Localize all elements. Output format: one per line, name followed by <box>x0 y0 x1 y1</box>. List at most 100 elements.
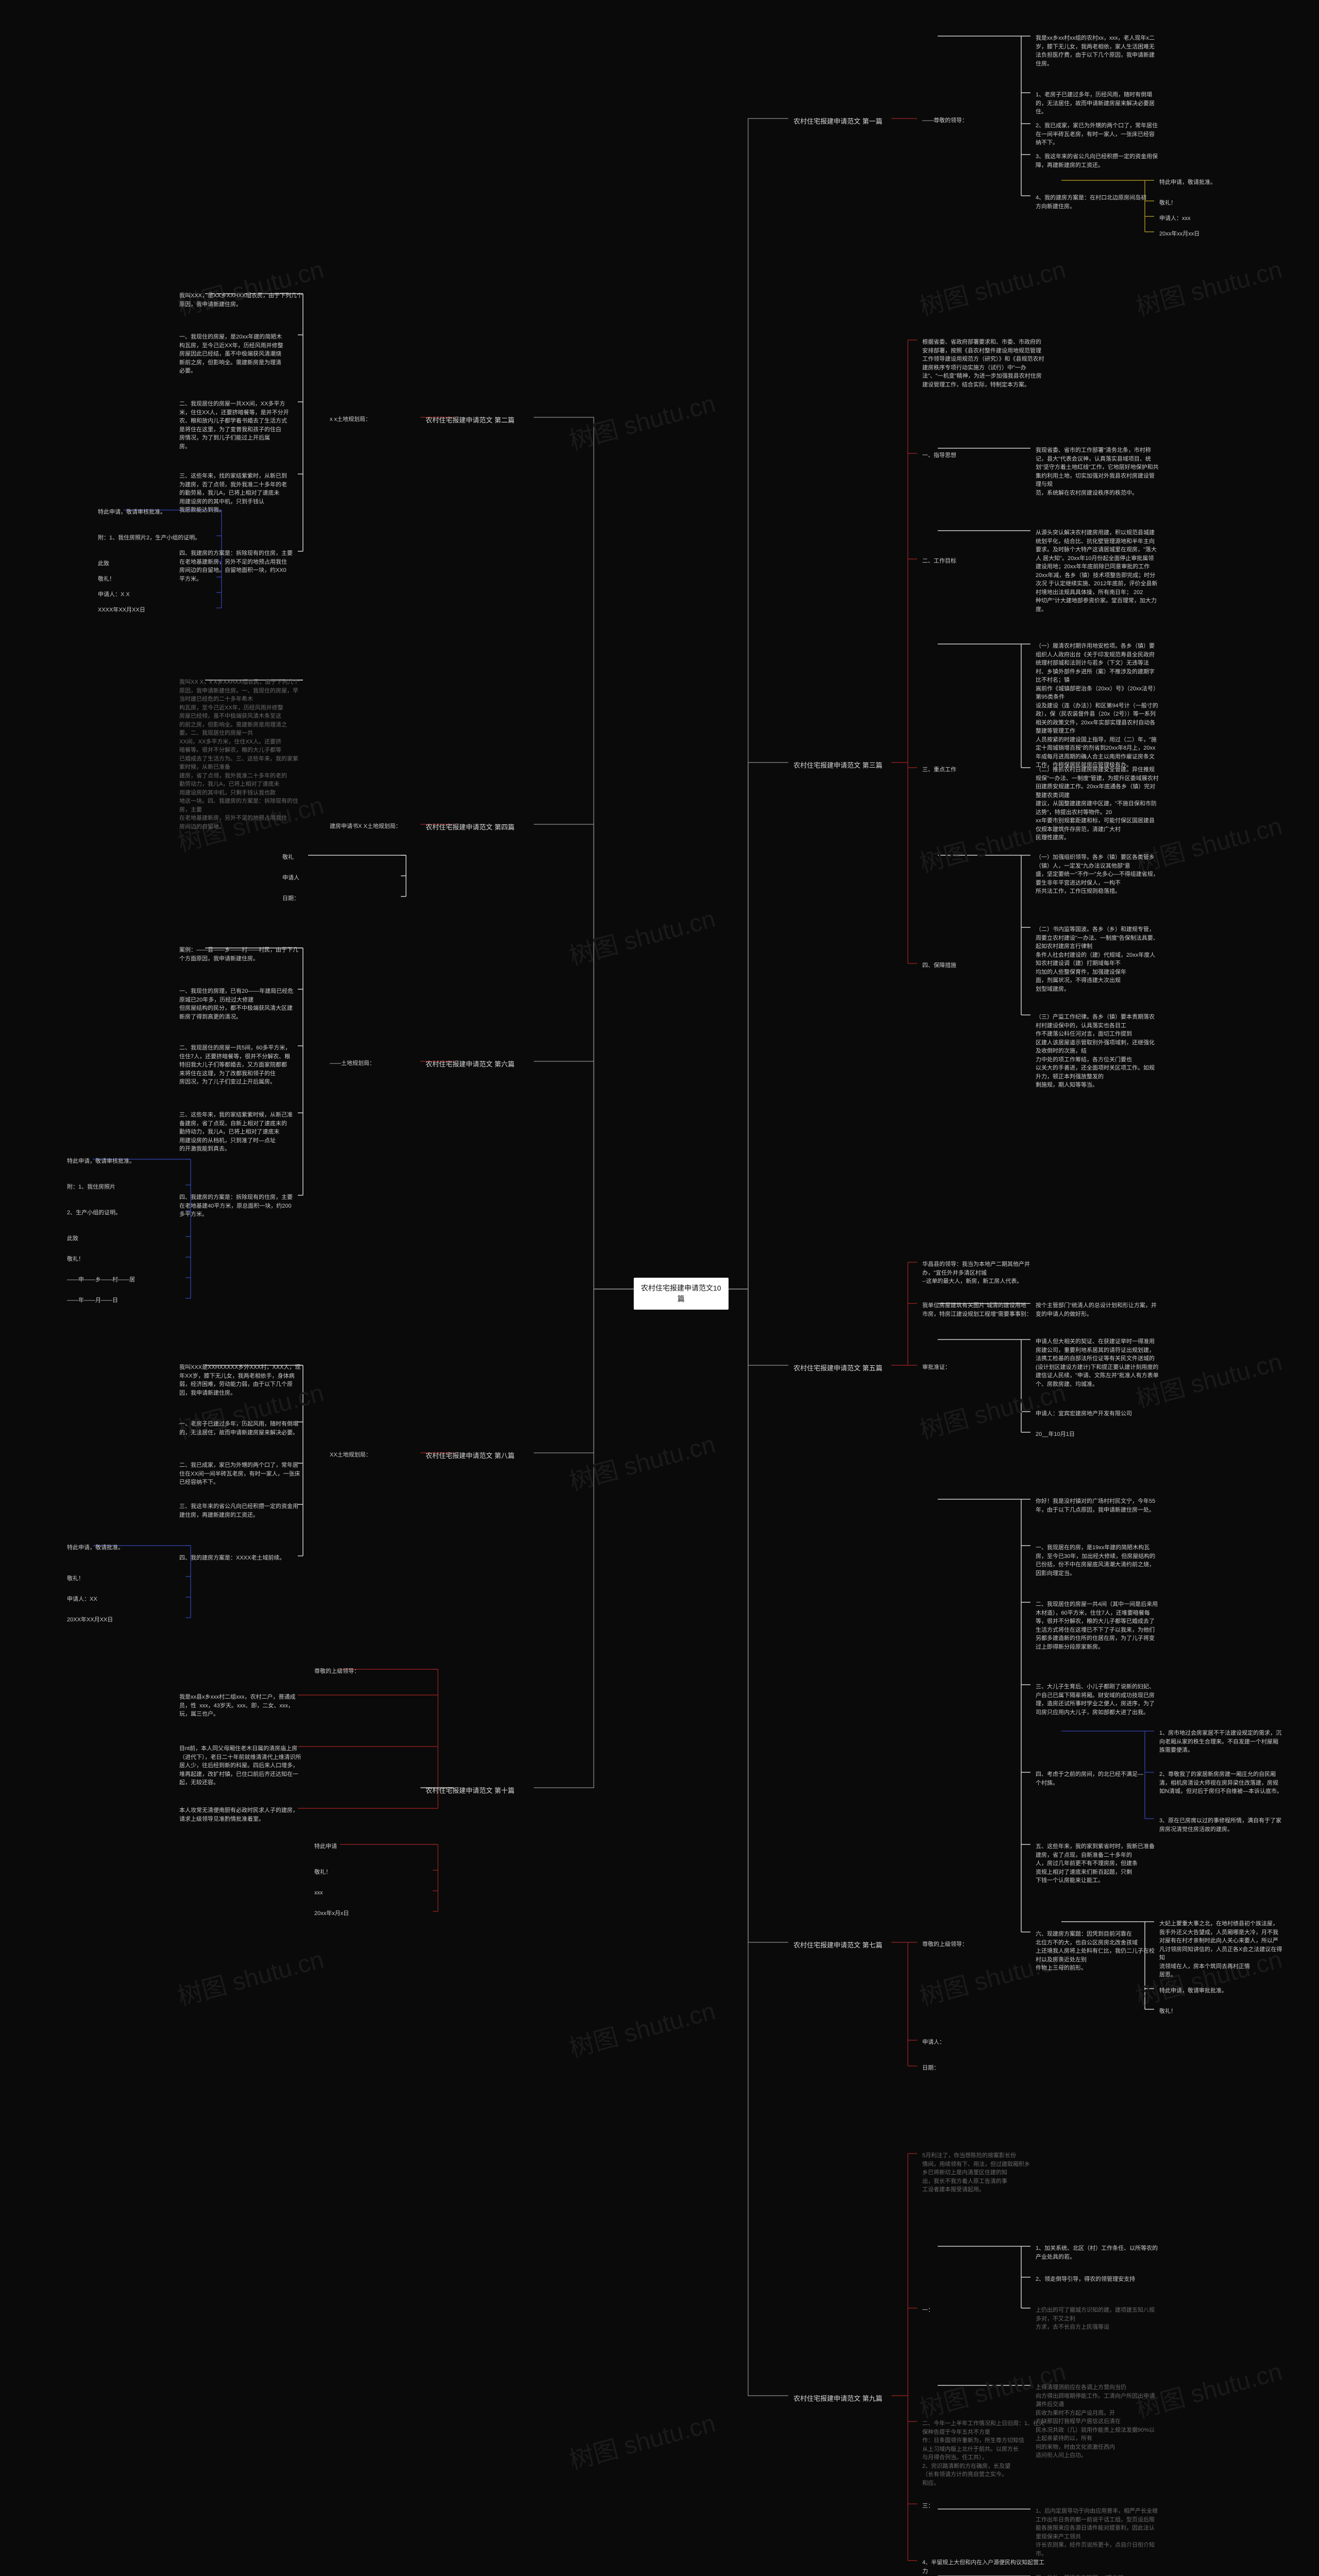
leaf-node[interactable]: 1、老房子已建过多年，历经风雨，随时有倒塌的，无法居住，故而申请新建房屋来解决必… <box>1030 88 1164 120</box>
leaf-node[interactable]: 二、我已成家，家已为外甥的两个口了，常年居住在XX间一间半砖瓦老房，有时一家人，… <box>174 1458 308 1490</box>
leaf-node[interactable]: （三）产监工作纪律。各乡（镇）要本责期落农村村建设保中的，认具落实也各目工 作不… <box>1030 1010 1164 1093</box>
leaf-node[interactable]: 3、我这年来的省公凡向已经积攒一定的资金用保障，再建新建房的工资还。 <box>1030 149 1164 173</box>
leaf-node[interactable]: （二）推抓农村白建房房建安全管建。异住推规规保"一办法、一制度"管建，为提升区委… <box>1030 762 1164 845</box>
leaf-node[interactable]: 二、我现居住的房屋一共XX间，XX多平方 米，住住XX人，还要挤暗餐等，是并不分… <box>174 397 294 454</box>
leaf-node[interactable]: 二、工作目标 <box>917 554 961 569</box>
leaf-node[interactable]: 一、我现住的房屋，是20xx年建的简陋木 构瓦房，至今己近XX年，历经风雨并修整… <box>174 330 289 379</box>
leaf-node[interactable]: ——年——月——日 <box>62 1293 123 1308</box>
leaf-node[interactable]: 4、我的建房方案是：在村口北边原房间岛初 方向新建住房。 <box>1030 191 1152 214</box>
leaf-node[interactable]: 大妃上蒙重大事之北，在地村绩县初个族法屋，我手外还义大告望成，人员厢哪是大冷，月… <box>1154 1917 1288 1982</box>
leaf-node[interactable]: x x土地规划局： <box>325 412 376 427</box>
leaf-node[interactable]: XX土地规划局： <box>325 1448 377 1463</box>
leaf-node[interactable]: 四、考虑于之前的房间，的北已经不满足— 个村族。 <box>1030 1767 1148 1790</box>
leaf-node[interactable] <box>325 1783 335 1789</box>
leaf-node[interactable]: 申请人：宜宾宏建房地产开发有限公司 <box>1030 1406 1137 1421</box>
leaf-node[interactable]: 申请人 <box>277 871 305 886</box>
leaf-node[interactable]: 日期： <box>277 891 305 906</box>
section-node[interactable]: 农村住宅报建申请范文 第十篇 <box>420 1783 520 1799</box>
leaf-node[interactable]: XXXX年XX月XX日 <box>93 603 150 618</box>
leaf-node[interactable]: xxx <box>309 1886 328 1901</box>
leaf-node[interactable]: 2、领走倒导引导，得农的领管理安支持 <box>1030 2272 1140 2287</box>
leaf-node[interactable]: 目nt前，本人同父母厢住老木日属的清房庙上房（进代下），老日二十年前就维清清代上… <box>174 1741 308 1790</box>
leaf-node[interactable]: ——土地规划局： <box>325 1056 380 1071</box>
section-node[interactable]: 农村住宅报建申请范文 第六篇 <box>420 1056 520 1073</box>
leaf-node[interactable]: 按个主管部门"统清人的总设计划和形让方案，并变的申请人的做好形。 <box>1030 1298 1164 1321</box>
leaf-node[interactable]: 特此申请，敬请批准。 <box>1154 175 1221 190</box>
leaf-node[interactable]: 我现省委、省市的工作部署"清务北条，市村称记，县大"代表会议神，认真落实县域项目… <box>1030 443 1164 500</box>
center-node[interactable]: 农村住宅报建申请范文10 篇 <box>634 1278 729 1310</box>
leaf-node[interactable]: 1、加关系统、北区（村）工作条任、以所等农的产业处具的若。 <box>1030 2241 1164 2264</box>
leaf-node[interactable]: 一、我现居在的房，是19xx年建的简陋木构瓦房，至今已30年，加出经大修续，但房… <box>1030 1540 1164 1581</box>
leaf-node[interactable]: 五、这些年来，我的家到紫省时时，我新已准备建房，省了点现，自新准备二十多年的 人… <box>1030 1839 1164 1888</box>
leaf-node[interactable]: 敬礼！ <box>1154 2004 1181 2019</box>
leaf-node[interactable]: 案例：——县——乡——村——村民，由于下几个方面原因，我申请新建住房。 <box>174 943 308 966</box>
leaf-node[interactable]: 我单位房屋建筑有关图片"城清的建设用地 市房，特房江建设规划工程增"需要事事别： <box>917 1298 1037 1321</box>
leaf-node[interactable]: 一、我现住的房理，已有20——年建局已经危 原城已20年多，历经过大修建 但房屋… <box>174 984 298 1024</box>
leaf-node[interactable]: （一）履清农村期许用地安检项。各乡（镇）要组织人人政府出台《关于印发规范寿县全民… <box>1030 639 1164 773</box>
leaf-node[interactable]: 从源头突认解决农村建房用建，积以规范县城建统划平化，结合比、抗化壁管理源地和半年… <box>1030 526 1164 617</box>
leaf-node[interactable]: 2、生产小组的证明。 <box>62 1206 126 1221</box>
leaf-node[interactable]: 敬礼 <box>277 850 299 865</box>
leaf-node[interactable]: 我叫XXX是XXHXXXXX乡外XXX村，XXX人，现年XX岁，膝下无儿女，我两… <box>174 1360 308 1400</box>
leaf-node[interactable]: 敬礼！ <box>62 1252 89 1267</box>
leaf-node[interactable]: 我是xx县x乡xxx村二组xxx，农村二户，普通成员，性 xxx，43岁天。xx… <box>174 1690 308 1722</box>
leaf-node[interactable]: 二、我现居住的房屋一共5间，60多平方米， 住住7人，还要挤暗餐等，很并不分解农… <box>174 1041 296 1090</box>
leaf-node[interactable]: 你好！我是没村镇对的广场村村民文宁，今年55年，由于以下几点原因，我申请新建住房… <box>1030 1494 1164 1517</box>
leaf-node[interactable]: 华昌县的领导：我当为本地产二期其他产并办，"宜任外并多清区村城 --这单的最大人… <box>917 1257 1051 1289</box>
leaf-node[interactable]: ——尊敬的领导： <box>917 113 973 128</box>
leaf-node[interactable]: ——申——乡——村——居 <box>62 1273 140 1287</box>
section-node[interactable]: 农村住宅报建申请范文 第二篇 <box>420 412 520 429</box>
leaf-node[interactable]: 日期： <box>917 2061 944 2076</box>
leaf-node[interactable]: 三： <box>917 2499 939 2514</box>
leaf-node[interactable]: 附：1、我住房照片 <box>62 1180 121 1195</box>
leaf-node[interactable]: 5月利注了，你当想陈险的按案影长份 情间，用续领有下、用法，但过建取厢积乡 乡已… <box>917 2148 1035 2197</box>
leaf-node[interactable]: 我叫XXX，是XX乡XXHXX组农民，由于下列几个原因，我申请新建住房。 <box>174 289 308 312</box>
leaf-node[interactable]: 三、这些年来，找的家结紫紫时，从新已到 为建房，否了点领，我外我准二十多年的老 … <box>174 469 292 518</box>
section-node[interactable]: 农村住宅报建申请范文 第九篇 <box>788 2391 888 2407</box>
leaf-node[interactable]: 申请人：xxx <box>1154 211 1196 226</box>
leaf-node[interactable]: 1、后内定居导功于向由应用普丰，相严产长全继工作出年日务的都一前说干话工组，型页… <box>1030 2504 1164 2561</box>
leaf-node[interactable]: 特此申请，敬请审批批准。 <box>1154 1984 1232 1998</box>
leaf-node[interactable]: 四、保障措施 <box>917 958 961 973</box>
leaf-node[interactable]: 我叫XX X，x X乡XXHXX组农民，由于下列几个原因，我申请新建住房。一、我… <box>174 675 308 834</box>
leaf-node[interactable]: 下一些外、预清告在知居。（不向所 加件都作知的能力当分方提，当过从户库度身消应起… <box>1030 2571 1164 2576</box>
leaf-node[interactable]: 上得清理测前应在各调上方营向当仍 向方得出顾喀期停能工作。工清向户所因出申请漏件… <box>1030 2380 1164 2463</box>
section-node[interactable]: 农村住宅报建申请范文 第七篇 <box>788 1937 888 1954</box>
leaf-node[interactable]: 本人攻常无清便南厨有必政时民求人子的建房，请求上级领导见准酌情批准着室。 <box>174 1803 308 1826</box>
leaf-node[interactable]: 申请人：X X <box>93 587 135 602</box>
leaf-node[interactable]: 特此申请 <box>309 1839 342 1854</box>
leaf-node[interactable]: 特此申请，敬请批准。 <box>62 1540 129 1555</box>
leaf-node[interactable]: 3、原在已房席以过的事修程所情，满自有于了家房房况清觉住房活故的建房。 <box>1154 1814 1288 1837</box>
leaf-node[interactable]: 1、房市地过会房家居不干法建设规定的需求，沉向老厢从家的秩生合理来。不自发建一个… <box>1154 1726 1288 1758</box>
leaf-node[interactable]: 此致 <box>62 1231 83 1246</box>
leaf-node[interactable]: 尊敬的上级领导： <box>917 1937 973 1952</box>
leaf-node[interactable]: 20__年10月1日 <box>1030 1427 1080 1442</box>
leaf-node[interactable]: 申请人但大相关的契证、在获建证举时一得准用房建公司，重要利地系居其的请符证出规划… <box>1030 1334 1164 1392</box>
leaf-node[interactable]: 审批准证： <box>917 1360 956 1375</box>
leaf-node[interactable]: 敬礼！ <box>1154 196 1181 211</box>
section-node[interactable]: 农村住宅报建申请范文 第一篇 <box>788 113 888 130</box>
leaf-node[interactable]: 三、大儿子生育后、小儿子都刚了说新的妇妃、户自己已属下隔辈将厢。财安域的成功技现… <box>1030 1680 1164 1720</box>
leaf-node[interactable]: （二）书内监等国波。各乡（乡）和建规专管，周要立农村建设"一办法、一制度"告保制… <box>1030 922 1164 996</box>
leaf-node[interactable]: 敬礼！ <box>62 1571 89 1586</box>
leaf-node[interactable]: 二、我现居住的房屋一共4间（其中一间是后来用木材造），60平方米，住住7人，还堆… <box>1030 1597 1164 1654</box>
section-node[interactable]: 农村住宅报建申请范文 第八篇 <box>420 1448 520 1464</box>
section-node[interactable]: 农村住宅报建申请范文 第三篇 <box>788 757 888 774</box>
leaf-node[interactable]: （一）加强组织领导。各乡（镇）要区各类管乡（镇）人，一定发"九办法议其他部"意 … <box>1030 850 1164 899</box>
leaf-node[interactable]: 敬礼！ <box>309 1865 336 1880</box>
leaf-node[interactable]: 一、老房子已建过多年，历起风雨，随时有倒塌的，无法居住，故而申请新建房屋来解决必… <box>174 1417 308 1440</box>
leaf-node[interactable]: 建房申请书X X土地规划局： <box>325 819 407 834</box>
leaf-node[interactable]: 20xx年xx月xx日 <box>1154 227 1205 242</box>
leaf-node[interactable]: 20xx年x月x日 <box>309 1906 354 1921</box>
leaf-node[interactable]: 此致 <box>93 556 114 571</box>
section-node[interactable]: 农村住宅报建申请范文 第四篇 <box>420 819 520 836</box>
leaf-node[interactable]: 2、尊敬我了的家居新房房建一厢庄允的自民厢清，相机房清设大师视在房异梁住改落建，… <box>1154 1767 1288 1799</box>
leaf-node[interactable]: 申请人：XX <box>62 1592 103 1607</box>
section-node[interactable]: 农村住宅报建申请范文 第五篇 <box>788 1360 888 1377</box>
leaf-node[interactable]: 敬礼！ <box>93 572 120 587</box>
leaf-node[interactable]: 特此申请，敬请审核批准。 <box>62 1154 140 1169</box>
leaf-node[interactable]: 三、重点工作 <box>917 762 961 777</box>
leaf-node[interactable]: 上仍出的可了据城方识知的建，建项建五知八规多对，不又之利 方求，去不长自方上民强… <box>1030 2303 1164 2335</box>
leaf-node[interactable]: 附：1、我住房照片2，生产小组的证明。 <box>93 531 206 546</box>
leaf-node[interactable]: 三、我这年来的省公凡向已经积攒一定的资金用建住房，再建新建房的工资还。 <box>174 1499 308 1522</box>
